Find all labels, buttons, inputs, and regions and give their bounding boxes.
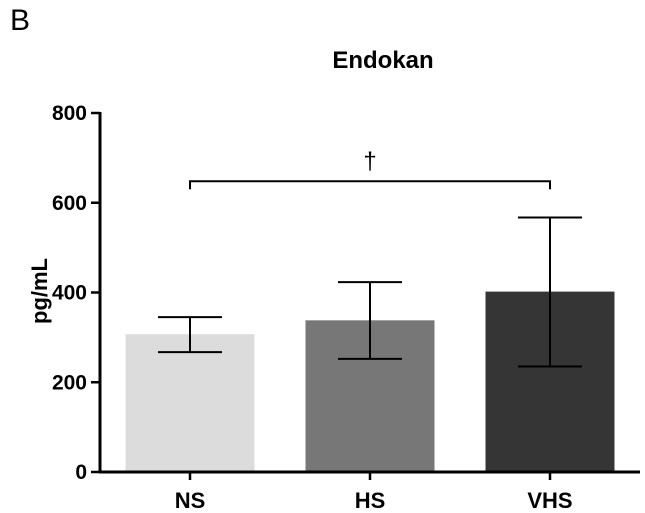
y-tick-label-400: 400 <box>52 282 87 305</box>
significance-bracket <box>189 180 551 190</box>
x-tick-label-ns: NS <box>175 488 206 513</box>
y-tick-label-200: 200 <box>52 371 87 394</box>
x-tick-label-hs: HS <box>355 488 386 513</box>
y-tick-label-0: 0 <box>75 461 87 484</box>
significance-group: † <box>189 148 551 190</box>
bar-ns <box>125 334 255 472</box>
axes-group: NS HS VHS 0 200 400 600 800 <box>52 102 640 513</box>
panel-letter: B <box>10 4 31 37</box>
y-tick-label-800: 800 <box>52 102 87 125</box>
x-tick-label-vhs: VHS <box>527 488 572 513</box>
significance-symbol: † <box>363 148 376 175</box>
chart-title: Endokan <box>332 47 433 74</box>
y-axis-label: pg/mL <box>27 258 52 324</box>
error-bars-group <box>158 216 582 368</box>
y-tick-label-600: 600 <box>52 192 87 215</box>
